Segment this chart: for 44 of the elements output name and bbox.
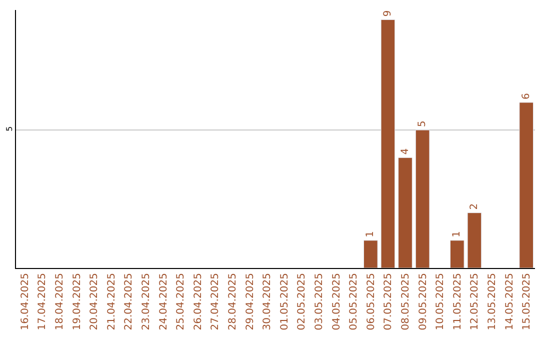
bar (363, 240, 378, 268)
x-tick-label: 18.04.2025 (54, 273, 66, 330)
data-label: 6 (520, 93, 532, 100)
x-tick-label: 19.04.2025 (72, 273, 83, 330)
x-tick-label: 04.05.2025 (331, 273, 342, 330)
x-tick-label: 01.05.2025 (279, 273, 290, 330)
bar (398, 157, 412, 268)
x-tick-label: 21.04.2025 (106, 273, 118, 330)
x-tick-label: 08.05.2025 (400, 273, 412, 330)
x-tick-label: 14.05.2025 (504, 273, 516, 330)
x-tick-label: 23.04.2025 (141, 273, 152, 330)
data-label: 9 (382, 10, 394, 17)
x-tick-label: 29.04.2025 (244, 273, 256, 330)
bar (467, 212, 482, 268)
x-tick-label: 05.05.2025 (348, 273, 360, 330)
data-label: 5 (417, 120, 428, 128)
x-tick-label: 27.04.2025 (210, 273, 222, 330)
data-label: 2 (468, 203, 480, 210)
data-label: 1 (365, 231, 376, 238)
x-tick-label: 17.04.2025 (37, 273, 48, 330)
x-tick-label: 16.04.2025 (20, 273, 31, 330)
bar (519, 102, 534, 268)
x-tick-label: 12.05.2025 (470, 273, 481, 330)
x-tick-label: 02.05.2025 (296, 273, 308, 330)
data-label: 1 (452, 231, 463, 238)
x-tick-label: 30.04.2025 (262, 273, 274, 330)
x-tick-label: 22.04.2025 (124, 273, 135, 330)
x-tick-label: 20.04.2025 (89, 273, 100, 330)
bar (380, 19, 396, 268)
x-tick-label: 06.05.2025 (366, 273, 377, 330)
x-tick-label: 28.04.2025 (228, 273, 238, 330)
x-tick-label: 03.05.2025 (314, 273, 325, 330)
bar (415, 130, 430, 268)
x-tick-label: 13.05.2025 (487, 273, 498, 330)
x-tick-label: 24.04.2025 (158, 273, 170, 330)
x-tick-label: 11.05.2025 (452, 273, 464, 330)
data-label: 4 (400, 148, 411, 155)
x-tick-label: 15.05.2025 (522, 273, 533, 330)
x-tick-label: 07.05.2025 (383, 273, 394, 330)
x-tick-label: 26.04.2025 (192, 273, 204, 330)
x-tick-label: 10.05.2025 (435, 273, 446, 330)
x-tick-label: 09.05.2025 (418, 273, 429, 330)
bar (450, 240, 464, 268)
x-tick-label: 25.04.2025 (176, 273, 187, 330)
